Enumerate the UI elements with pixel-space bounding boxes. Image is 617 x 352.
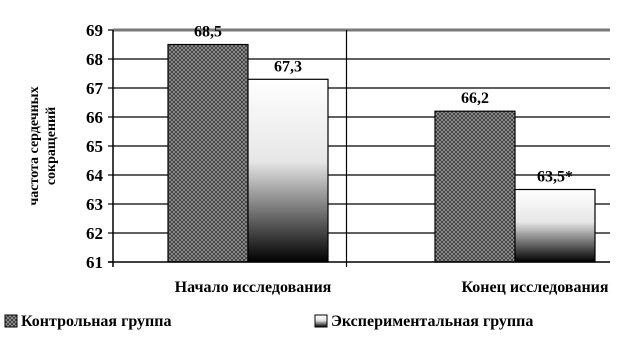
- y-axis-label-line: сокращений: [44, 107, 59, 185]
- y-tick-label: 68: [86, 50, 103, 69]
- bars: [167, 43, 596, 263]
- data-label: 63,5*: [537, 169, 573, 186]
- y-tick-label: 69: [86, 21, 103, 40]
- bar-experimental: [514, 188, 596, 263]
- legend-label: Контрольная группа: [21, 313, 171, 330]
- legend: Контрольная группа Экспериментальная груп…: [4, 313, 533, 330]
- y-tick-label: 66: [86, 108, 103, 127]
- data-label: 68,5: [194, 24, 222, 41]
- y-tick-label: 63: [86, 195, 103, 214]
- y-tick-label: 61: [86, 253, 103, 272]
- x-tick-label: Начало исследования: [175, 279, 332, 296]
- y-tick-label: 64: [86, 166, 104, 185]
- x-tick-label: Конец исследования: [461, 279, 608, 296]
- bar-control: [167, 43, 249, 263]
- y-axis-label: частота сердечных сокращений: [27, 86, 59, 205]
- labels: 61 62 63 64 65 66 67 68 69 68,5 67,3 Начало исследо…: [27, 21, 609, 296]
- y-tick-label: 65: [86, 137, 103, 156]
- y-tick-label: 67: [86, 79, 104, 98]
- y-axis-label-line: частота сердечных: [27, 86, 42, 205]
- axes: [108, 28, 610, 267]
- bar-experimental: [247, 78, 329, 263]
- legend-label: Экспериментальная группа: [331, 313, 533, 330]
- y-tick-label: 62: [86, 224, 103, 243]
- legend-swatch-experimental: [314, 314, 328, 328]
- legend-swatch-control: [4, 314, 18, 328]
- bar-control: [434, 110, 516, 263]
- data-label: 66,2: [461, 90, 489, 107]
- data-label: 67,3: [274, 58, 302, 75]
